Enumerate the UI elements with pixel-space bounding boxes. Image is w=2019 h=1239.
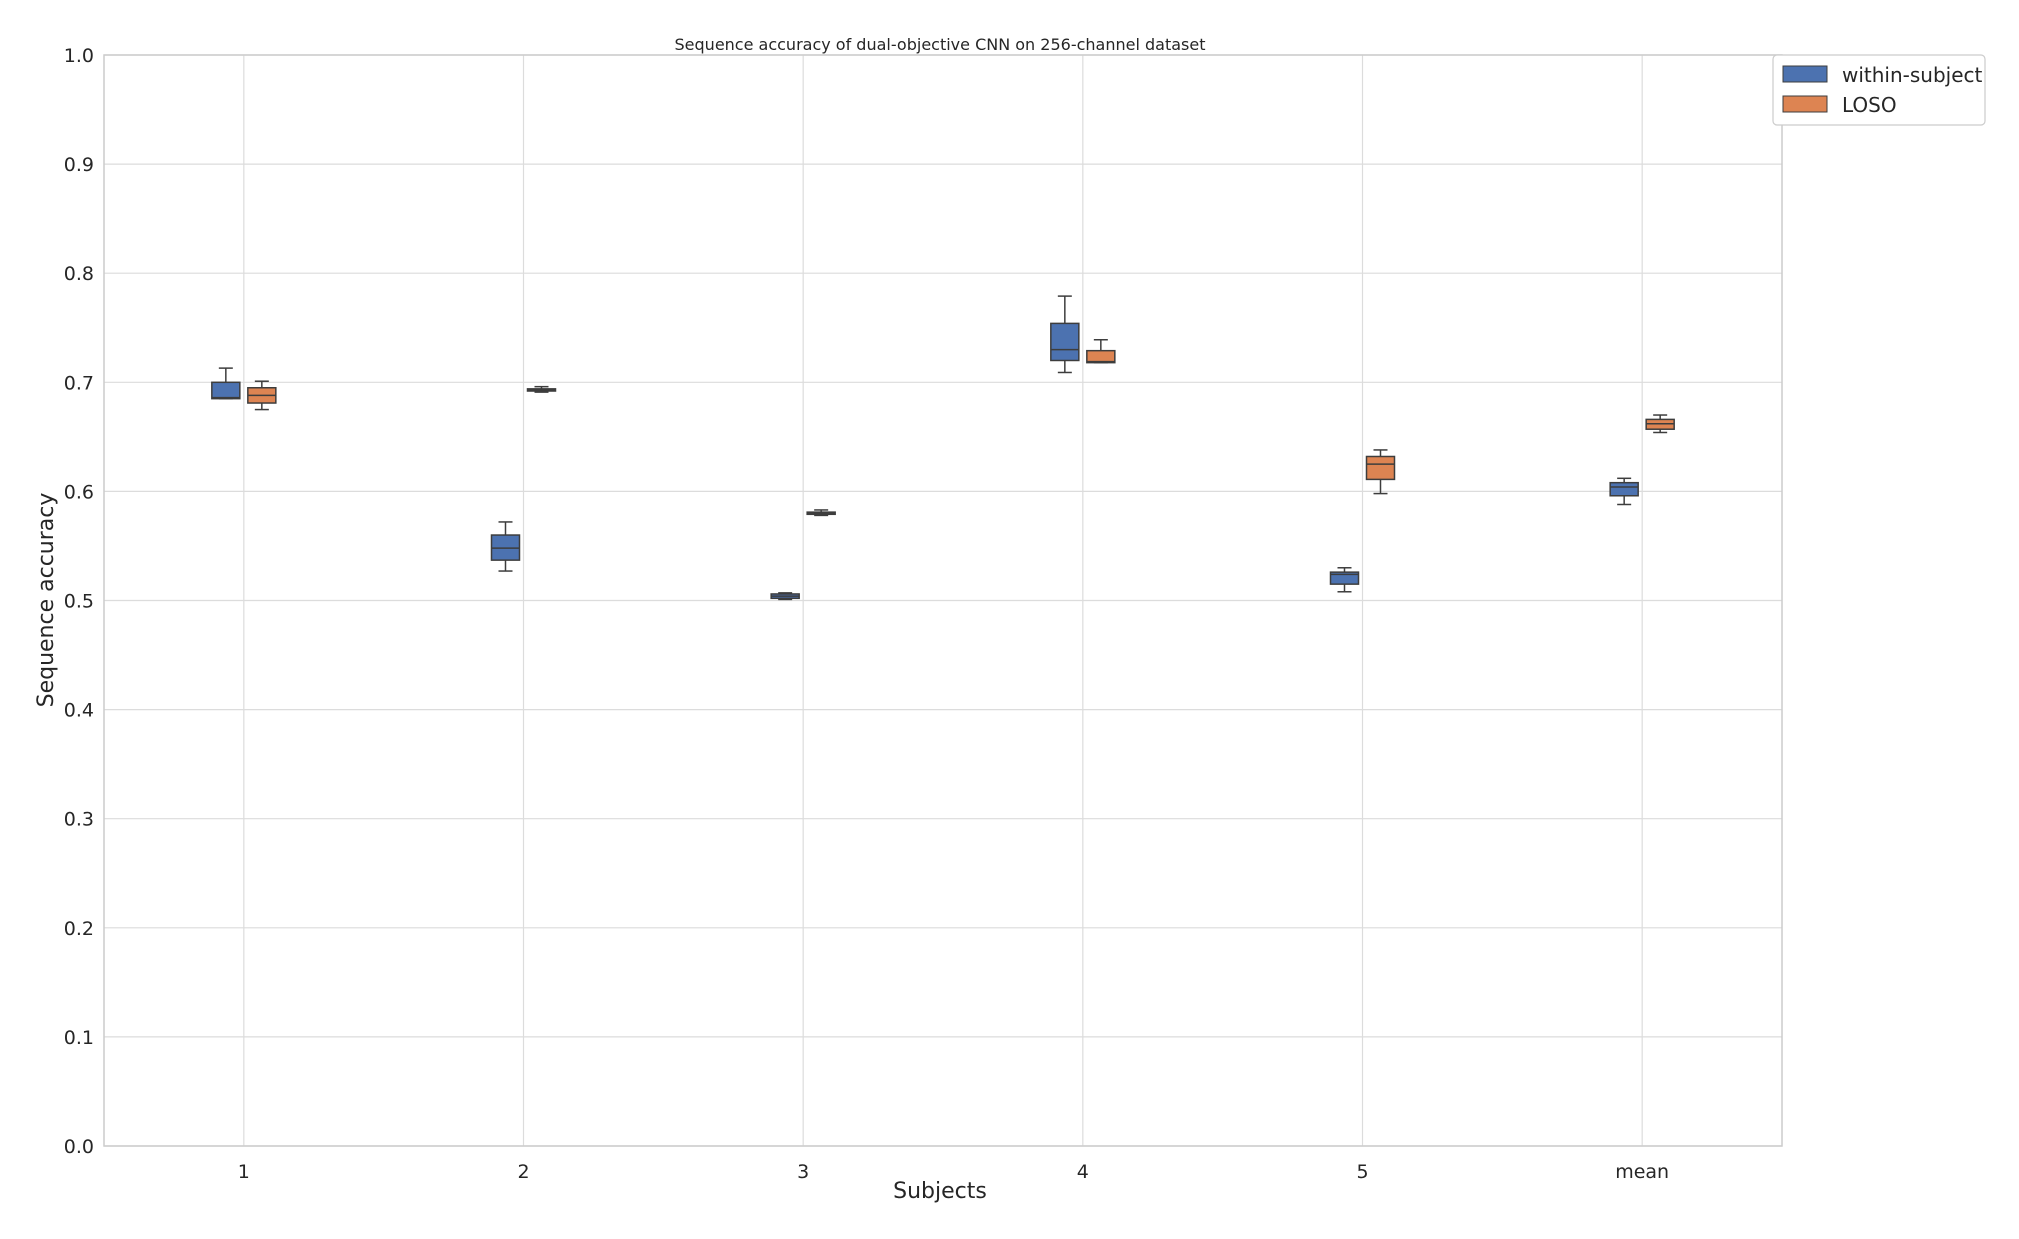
x-tick-label: 3 <box>797 1161 809 1183</box>
box-loso-mean <box>1645 414 1675 434</box>
y-tick-label: 0.2 <box>64 918 94 940</box>
box-iqr <box>1609 481 1639 497</box>
box-loso-5 <box>1365 449 1396 495</box>
y-tick-label: 0.7 <box>64 372 94 394</box>
box-series <box>211 295 1675 601</box>
box-within-subject-2 <box>490 521 521 572</box>
y-tick-label: 0.6 <box>64 481 94 503</box>
box-within-subject-mean <box>1609 477 1639 506</box>
box-loso-4 <box>1086 339 1116 364</box>
box-loso-2 <box>526 385 557 393</box>
y-axis-label: Sequence accuracy <box>34 493 59 708</box>
y-tick-label: 1.0 <box>64 45 94 67</box>
chart-title: Sequence accuracy of dual-objective CNN … <box>675 35 1206 54</box>
box-iqr <box>1086 349 1116 364</box>
x-tick-label: 2 <box>517 1161 529 1183</box>
legend: within-subject LOSO <box>1772 54 1986 126</box>
x-axis-label: Subjects <box>893 1179 987 1204</box>
y-tick-label: 0.0 <box>64 1136 94 1158</box>
legend-swatch-loso <box>1782 95 1828 113</box>
x-tick-label: mean <box>1615 1161 1669 1183</box>
y-tick-label: 0.1 <box>64 1027 94 1049</box>
y-tick-label: 0.8 <box>64 263 94 285</box>
x-tick-label: 5 <box>1356 1161 1368 1183</box>
y-tick-label: 0.4 <box>64 700 94 722</box>
y-tick-label: 0.3 <box>64 809 94 831</box>
box-iqr <box>211 381 241 400</box>
plot-area-frame <box>103 54 1783 1147</box>
box-iqr <box>1365 455 1396 481</box>
box-within-subject-1 <box>211 367 241 400</box>
box-within-subject-5 <box>1329 567 1360 593</box>
legend-label-loso: LOSO <box>1842 93 1897 117</box>
box-iqr <box>1329 571 1360 585</box>
legend-label-within-subject: within-subject <box>1842 63 1983 87</box>
box-loso-3 <box>806 509 836 517</box>
box-within-subject-4 <box>1050 295 1080 374</box>
box-loso-1 <box>247 380 277 411</box>
y-tick-label: 0.5 <box>64 591 94 613</box>
axis-ticks: 0.0 0.1 0.2 0.3 0.4 0.5 0.6 0.7 0.8 0.9 1.0 1 2 3 4 5 me… <box>64 45 1669 1183</box>
box-iqr <box>1050 322 1080 362</box>
x-tick-label: 1 <box>238 1161 250 1183</box>
y-tick-label: 0.9 <box>64 154 94 176</box>
x-tick-label: 4 <box>1077 1161 1089 1183</box>
legend-swatch-within-subject <box>1782 65 1828 83</box>
box-within-subject-3 <box>770 592 800 601</box>
